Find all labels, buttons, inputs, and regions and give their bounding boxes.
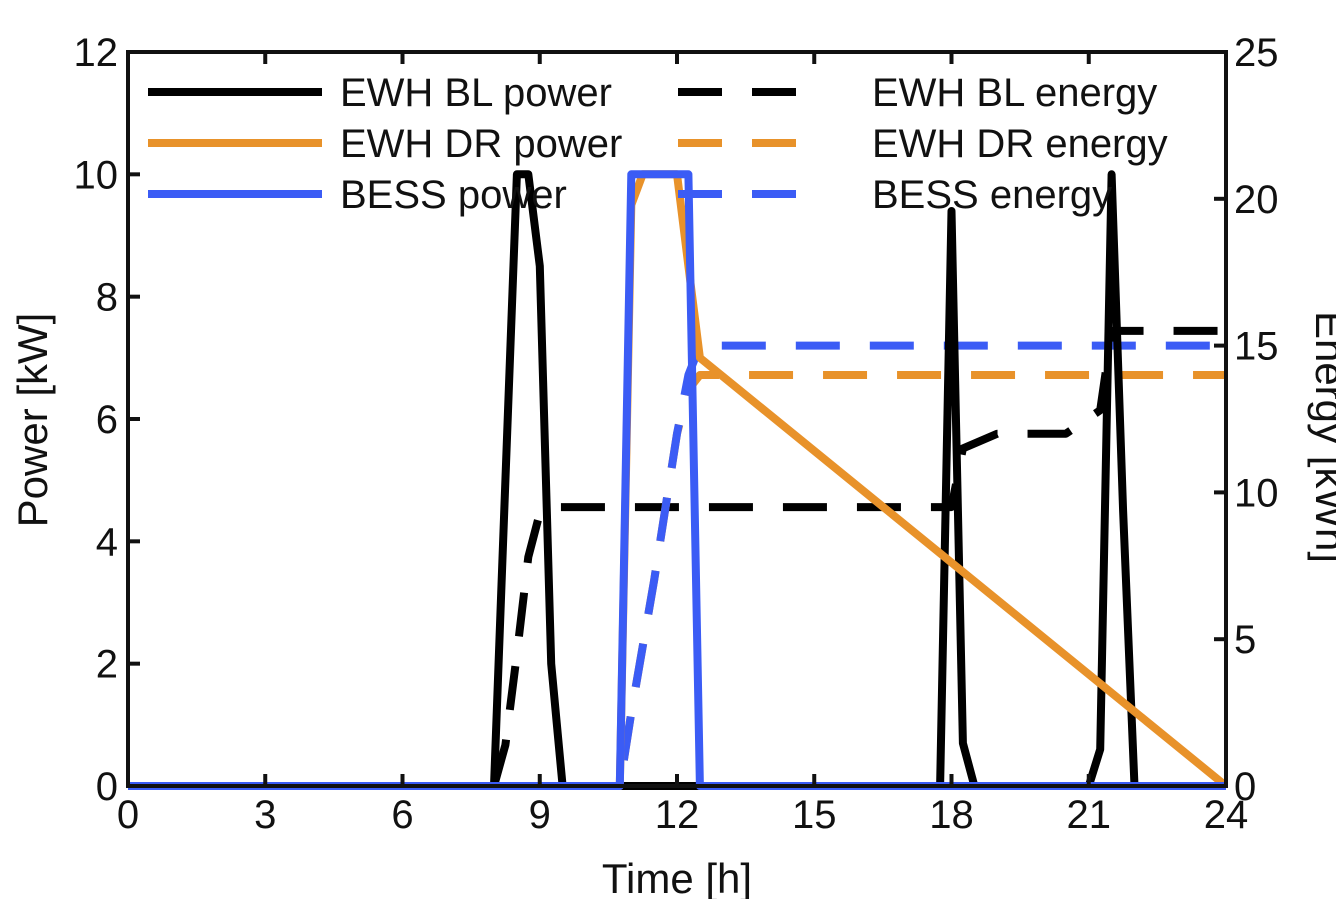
series-line-ewh-bl-energy [128,326,1226,790]
y-axis-left-label: Power [kW] [9,313,56,528]
y-right-tick-label: 15 [1234,325,1279,369]
y-left-tick-label: 10 [74,153,119,197]
x-tick-label: 21 [1067,793,1112,837]
legend: EWH BL power EWH DR power BESS power EWH BL… [148,71,1168,217]
x-tick-label: 12 [655,793,700,837]
y-right-tick-label: 25 [1234,31,1279,75]
y-left-tick-label: 6 [96,398,118,442]
y-right-tick-label: 20 [1234,178,1279,222]
legend-label-bess-power: BESS power [340,173,567,217]
x-tick-label: 24 [1204,793,1249,837]
series-line-ewh-bl-power [128,170,1226,790]
series-line-ewh-dr-power [128,170,1226,790]
y-left-tick-label: 4 [96,520,118,564]
y-right-tick-label: 0 [1234,765,1256,809]
series-line-bess-power [128,170,1226,790]
x-tick-label: 9 [529,793,551,837]
axes [126,50,1228,788]
series-line-bess-energy [128,341,1226,790]
x-tick-label: 6 [391,793,413,837]
legend-label-ewh-dr-energy: EWH DR energy [872,122,1168,166]
y-right-tick-label: 10 [1234,471,1279,515]
plot-series-group [128,170,1226,790]
y-left-tick-label: 8 [96,276,118,320]
y-left-tick-label: 0 [96,765,118,809]
legend-label-ewh-dr-power: EWH DR power [340,122,622,166]
legend-label-bess-energy: BESS energy [872,173,1112,217]
x-tick-label: 0 [117,793,139,837]
y-right-tick-label: 5 [1234,618,1256,662]
x-tick-label: 18 [929,793,974,837]
x-tick-label: 15 [792,793,837,837]
y-left-tick-label: 12 [74,31,119,75]
legend-label-ewh-bl-energy: EWH BL energy [872,71,1157,115]
legend-label-ewh-bl-power: EWH BL power [340,71,612,115]
y-axis-right-label: Energy [kWh] [1307,311,1336,563]
x-axis-label: Time [h] [602,855,752,899]
y-left-tick-label: 2 [96,643,118,687]
x-tick-label: 3 [254,793,276,837]
